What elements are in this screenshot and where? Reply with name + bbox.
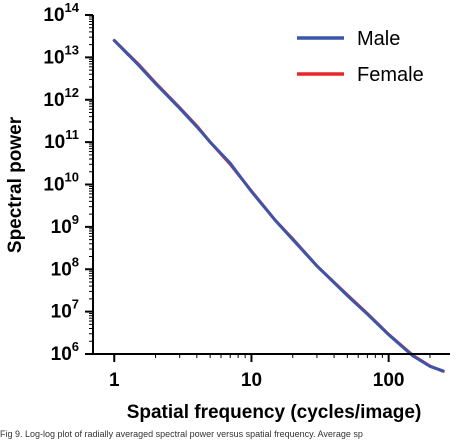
y-tick-label: 108 <box>51 254 79 280</box>
y-tick-label: 1010 <box>43 170 79 196</box>
y-tick-label: 107 <box>51 297 79 323</box>
legend-label-female: Female <box>357 64 424 86</box>
y-tick-label: 1013 <box>43 42 79 68</box>
series-line-male <box>112 39 445 373</box>
axes: 106 107 108 109 1010 1011 1012 1013 1014 1 10 100 <box>43 0 450 391</box>
y-axis-title: Spectral power <box>5 116 26 253</box>
y-tick-label: 1012 <box>43 85 79 111</box>
y-tick-label: 106 <box>51 339 79 365</box>
x-axis-title: Spatial frequency (cycles/image) <box>127 402 422 423</box>
legend-label-male: Male <box>357 28 400 50</box>
y-tick-label: 1011 <box>44 127 79 153</box>
spectral-power-chart: 106 107 108 109 1010 1011 1012 1013 1014 1 10 100 M… <box>5 0 450 423</box>
x-tick-label: 1 <box>109 370 120 391</box>
figure-caption: Fig 9. Log-log plot of radially averaged… <box>0 429 363 439</box>
y-tick-label: 1014 <box>43 0 79 26</box>
series-lines <box>112 39 445 373</box>
x-tick-label: 100 <box>373 370 405 391</box>
legend: Male Female <box>297 28 424 86</box>
x-tick-label: 10 <box>241 370 262 391</box>
y-tick-label: 109 <box>51 212 79 238</box>
